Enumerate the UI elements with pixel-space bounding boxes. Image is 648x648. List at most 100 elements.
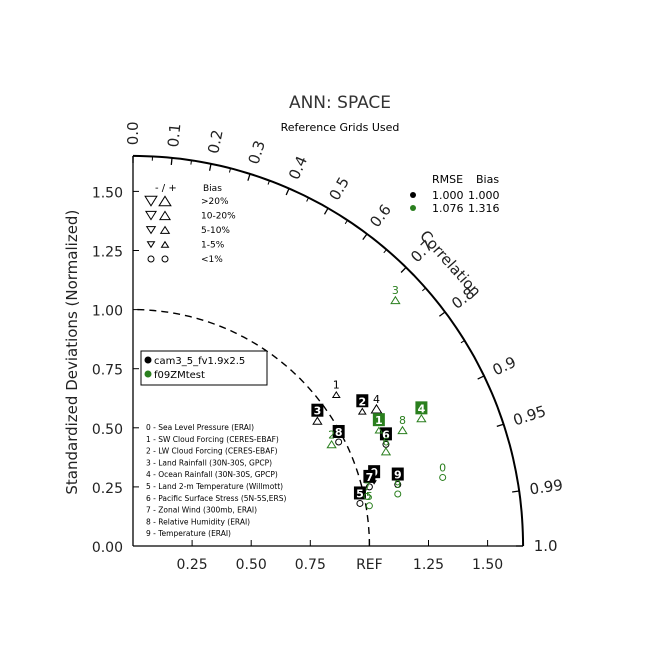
bias-low-icon bbox=[147, 255, 155, 263]
bias-up-icon bbox=[160, 240, 170, 248]
variable-label: 2 - LW Cloud Forcing (CERES-EBAF) bbox=[146, 447, 278, 456]
triangle-marker bbox=[370, 403, 383, 414]
bias-up-icon bbox=[159, 225, 171, 234]
data-point: 2 bbox=[356, 394, 369, 415]
corr-minor-tick bbox=[383, 249, 387, 254]
point-label: 6 bbox=[382, 428, 390, 441]
point-label: 2 bbox=[328, 428, 335, 441]
x-tick-label: 1.50 bbox=[472, 557, 503, 573]
corr-tick-label: 0.99 bbox=[528, 476, 564, 499]
corr-tick bbox=[496, 423, 504, 428]
label-box bbox=[332, 424, 345, 438]
variable-label: 0 - Sea Level Pressure (ERAI) bbox=[146, 423, 254, 432]
point-label: 7 bbox=[366, 471, 374, 484]
corr-minor-tick bbox=[344, 219, 348, 225]
triangle-marker bbox=[416, 413, 427, 423]
y-tick-label: 1.50 bbox=[92, 185, 123, 201]
point-label: 5 bbox=[356, 487, 364, 500]
bias-legend-label: 5-10% bbox=[201, 226, 230, 236]
bias-up-icon bbox=[158, 195, 172, 207]
y-tick-label: 0.25 bbox=[92, 481, 123, 497]
case-rmse: 1.000 bbox=[432, 189, 464, 202]
label-box bbox=[353, 486, 366, 500]
corr-tick-label: 0.95 bbox=[511, 402, 548, 430]
variable-label: 8 - Relative Humidity (ERAI) bbox=[146, 517, 250, 526]
corr-tick-label: 0.5 bbox=[326, 174, 354, 204]
outer-arc bbox=[132, 154, 525, 547]
point-label: 7 bbox=[364, 480, 371, 493]
bias-down-icon bbox=[146, 241, 156, 249]
y-tick-label: 0.75 bbox=[92, 363, 123, 379]
case-bias: 1.316 bbox=[468, 202, 500, 215]
label-box bbox=[311, 403, 324, 417]
triangle-marker bbox=[380, 447, 392, 456]
point-label: 9 bbox=[394, 469, 402, 482]
triangle-marker bbox=[326, 439, 337, 449]
data-point: 3 bbox=[311, 403, 324, 425]
point-label: 8 bbox=[335, 426, 343, 439]
point-label: 1 bbox=[375, 414, 383, 427]
rmse-header: RMSE bbox=[432, 173, 463, 186]
label-box bbox=[372, 413, 385, 427]
case-bias: 1.000 bbox=[468, 189, 500, 202]
case-legend-label: f09ZMtest bbox=[154, 370, 205, 381]
bias-header: Bias bbox=[476, 173, 499, 186]
variable-label: 7 - Zonal Wind (300mb, ERAI) bbox=[146, 506, 257, 515]
bias-down-icon bbox=[145, 226, 157, 235]
corr-tick bbox=[208, 163, 212, 171]
label-box bbox=[363, 469, 376, 483]
point-label: 6 bbox=[382, 435, 389, 448]
case-dot-icon bbox=[410, 205, 416, 211]
label-box bbox=[379, 427, 392, 441]
triangle-marker bbox=[374, 426, 384, 434]
chart-title: ANN: SPACE bbox=[289, 93, 391, 113]
triangle-marker bbox=[312, 416, 323, 425]
case-legend-icon bbox=[144, 370, 152, 378]
data-point: 1 bbox=[372, 413, 385, 434]
legend: - / + Bias >20% 10-20% 5-10% 1-5% <1% RMSE Bias 1… bbox=[140, 173, 500, 538]
corr-tick bbox=[438, 311, 446, 317]
point-label: 3 bbox=[314, 405, 322, 418]
data-point: 5 bbox=[353, 486, 366, 507]
triangle-marker bbox=[390, 295, 401, 305]
point-label: 0 bbox=[439, 461, 446, 474]
case-legend-icon bbox=[144, 356, 152, 364]
variable-label: 5 - Land 2-m Temperature (Willmott) bbox=[146, 482, 283, 491]
corr-tick-label: 0.6 bbox=[366, 201, 395, 231]
variable-label: 6 - Pacific Surface Stress (5N-5S,ERS) bbox=[146, 494, 286, 503]
variable-label: 9 - Temperature (ERAI) bbox=[146, 529, 231, 538]
point-label: 4 bbox=[418, 402, 426, 415]
point-label: 2 bbox=[358, 395, 366, 408]
corr-tick bbox=[477, 375, 485, 380]
bias-down-icon bbox=[144, 195, 158, 207]
corr-minor-tick bbox=[460, 340, 465, 344]
data-point: 0 bbox=[439, 461, 447, 481]
data-point: 2 bbox=[326, 428, 337, 449]
point-label: 4 bbox=[373, 393, 380, 406]
data-point: 4 bbox=[370, 393, 383, 414]
bias-legend-header: - / + bbox=[155, 183, 177, 194]
x-tick-label: 0.50 bbox=[236, 557, 267, 573]
y-tick-label: 0.50 bbox=[92, 422, 123, 438]
corr-tick bbox=[170, 157, 173, 166]
circle-marker bbox=[363, 492, 371, 500]
y-tick-label: 1.25 bbox=[92, 245, 123, 261]
circle-marker bbox=[356, 499, 364, 507]
y-tick-label: 1.00 bbox=[92, 304, 123, 320]
circle-marker bbox=[394, 490, 402, 498]
corr-minor-tick bbox=[267, 180, 270, 185]
corr-tick-label: 0.4 bbox=[285, 153, 311, 182]
variable-label: 1 - SW Cloud Forcing (CERES-EBAF) bbox=[146, 435, 279, 444]
bias-legend-label: >20% bbox=[201, 197, 229, 207]
case-legend-box bbox=[140, 350, 268, 386]
chart-subtitle: Reference Grids Used bbox=[281, 121, 400, 134]
data-point: 8 bbox=[332, 424, 345, 446]
label-box bbox=[356, 394, 369, 408]
label-box bbox=[415, 401, 428, 415]
point-label: 1 bbox=[333, 379, 340, 392]
case-rmse: 1.076 bbox=[432, 202, 464, 215]
case-dot-icon bbox=[410, 192, 416, 198]
bias-legend-header-bias: Bias bbox=[203, 184, 222, 194]
corr-tick-label: 0.9 bbox=[490, 353, 519, 380]
x-tick-label: 0.25 bbox=[177, 557, 208, 573]
